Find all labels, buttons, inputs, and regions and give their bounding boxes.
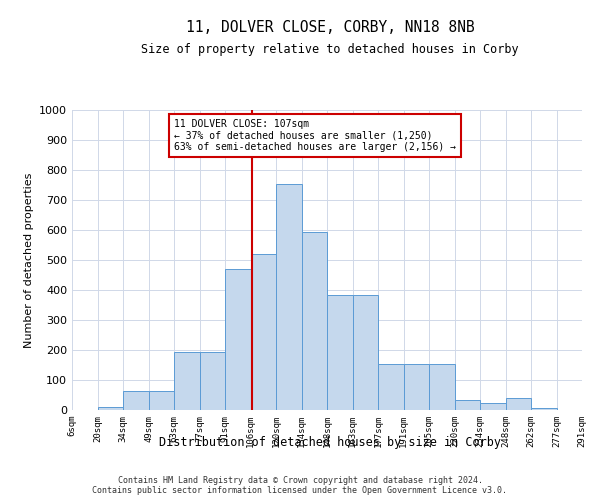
Bar	[251, 254, 276, 410]
Text: Distribution of detached houses by size in Corby: Distribution of detached houses by size …	[159, 436, 501, 449]
Bar	[302, 232, 327, 410]
Text: Size of property relative to detached houses in Corby: Size of property relative to detached ho…	[141, 42, 519, 56]
Bar	[531, 408, 557, 410]
Bar	[429, 364, 455, 410]
Bar	[327, 294, 353, 410]
Bar	[480, 402, 505, 410]
Bar	[276, 184, 302, 410]
Bar	[455, 400, 480, 410]
Y-axis label: Number of detached properties: Number of detached properties	[23, 172, 34, 348]
Bar	[505, 398, 531, 410]
Bar	[97, 407, 123, 410]
Bar	[174, 352, 199, 410]
Text: 11 DOLVER CLOSE: 107sqm
← 37% of detached houses are smaller (1,250)
63% of semi: 11 DOLVER CLOSE: 107sqm ← 37% of detache…	[174, 119, 456, 152]
Text: Contains HM Land Registry data © Crown copyright and database right 2024.
Contai: Contains HM Land Registry data © Crown c…	[92, 476, 508, 495]
Bar	[149, 391, 174, 410]
Bar	[378, 364, 404, 410]
Bar	[353, 294, 378, 410]
Bar	[404, 364, 429, 410]
Bar	[123, 391, 149, 410]
Bar	[225, 269, 251, 410]
Text: 11, DOLVER CLOSE, CORBY, NN18 8NB: 11, DOLVER CLOSE, CORBY, NN18 8NB	[185, 20, 475, 35]
Bar	[199, 352, 225, 410]
